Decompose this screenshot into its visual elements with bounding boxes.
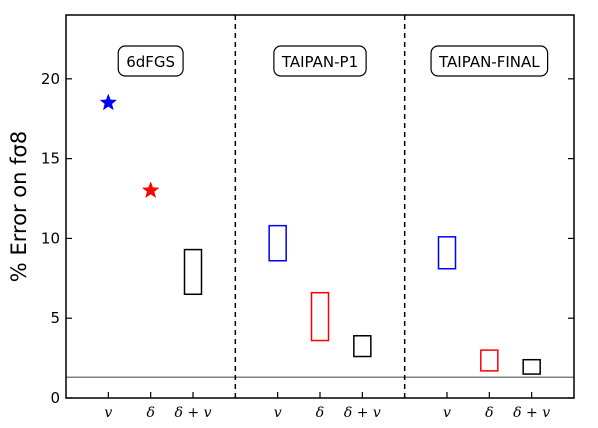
- data-point-star: [141, 181, 160, 198]
- panel-taipan-final: TAIPAN-FINAL v δ δ + v: [430, 45, 550, 421]
- panel-taipan-p1: TAIPAN-P1 v δ δ + v: [268, 45, 381, 421]
- data-point-box: [480, 349, 499, 372]
- panel-title-box: 6dFGS: [117, 45, 184, 77]
- x-tick-label: δ: [146, 405, 154, 421]
- data-point-box: [310, 291, 330, 342]
- panel-title-frame: [117, 45, 184, 77]
- panel-title-frame: [273, 45, 367, 77]
- y-axis-label: % Error on fσ8: [7, 131, 31, 282]
- data-point-box: [183, 248, 203, 296]
- y-tick-label: 20: [41, 70, 60, 88]
- panel-title-frame: [430, 45, 549, 77]
- y-tick-label: 0: [50, 389, 60, 407]
- panel-dividers: [234, 15, 406, 398]
- data-point-box: [353, 335, 372, 358]
- x-tick-label: δ + v: [513, 405, 550, 421]
- x-tick-label: v: [104, 405, 112, 421]
- y-tick-label: 10: [41, 229, 60, 247]
- data-point-box: [522, 358, 541, 375]
- panel-title: TAIPAN-P1: [281, 53, 358, 71]
- x-tick-label: δ: [316, 405, 324, 421]
- x-tick-label: v: [274, 405, 282, 421]
- data-point-box: [268, 224, 287, 262]
- x-tick-label: δ + v: [344, 405, 381, 421]
- x-tick-label: δ: [485, 405, 493, 421]
- y-axis-title: % Error on fσ8: [7, 131, 31, 282]
- panel-title: TAIPAN-FINAL: [438, 53, 540, 71]
- panel-6dfgs: 6dFGS v δ δ + v: [99, 45, 212, 421]
- y-tick-label: 15: [41, 150, 60, 168]
- y-axis-ticks: 0 5 10 15 20: [41, 70, 574, 407]
- panel-title-box: TAIPAN-FINAL: [430, 45, 549, 77]
- x-tick-label: v: [443, 405, 451, 421]
- panel-title-box: TAIPAN-P1: [273, 45, 367, 77]
- data-point-box: [437, 236, 457, 270]
- panel-title: 6dFGS: [126, 53, 175, 71]
- plot-frame: [65, 14, 575, 399]
- data-point-star: [99, 93, 118, 111]
- x-tick-label: δ + v: [175, 405, 212, 421]
- y-tick-label: 5: [50, 309, 60, 327]
